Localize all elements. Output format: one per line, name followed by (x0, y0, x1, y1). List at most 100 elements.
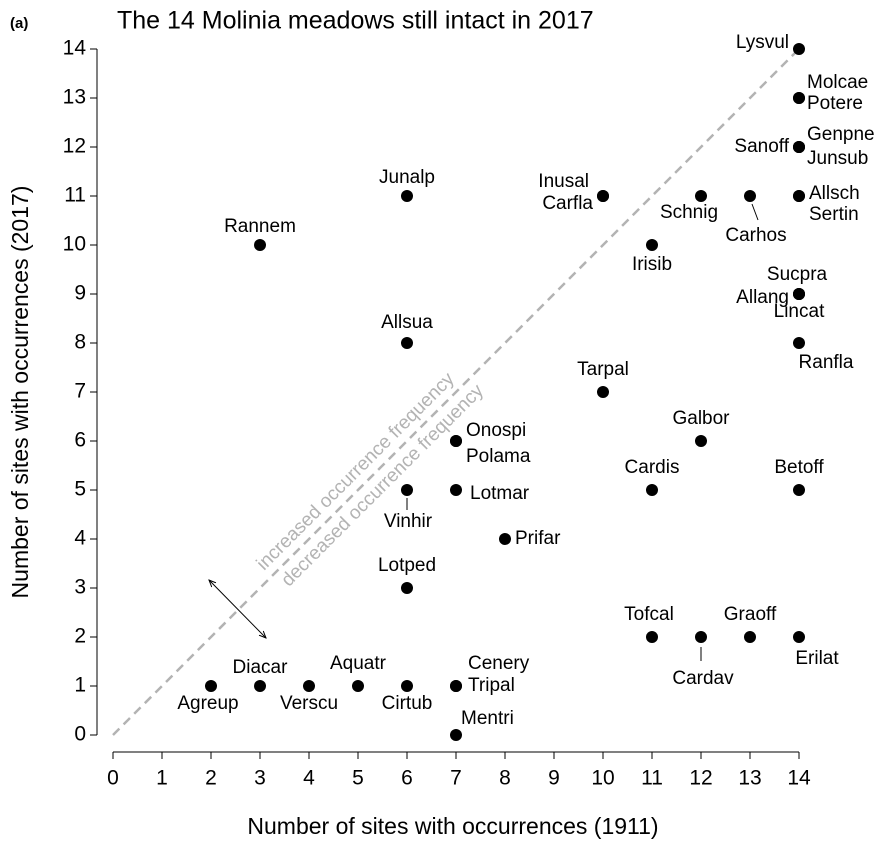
direction-arrow (209, 580, 266, 638)
point-label: Graoff (724, 604, 777, 625)
x-tick-label: 14 (787, 767, 811, 790)
point-label: Betoff (774, 457, 824, 478)
annotation: increased occurrence frequency (253, 368, 459, 574)
point (646, 484, 658, 496)
point (450, 435, 462, 447)
point-label: Rannem (224, 216, 296, 237)
point-label: Cardis (625, 457, 680, 478)
point-label: Cirtub (382, 693, 433, 714)
point-label: Erilat (795, 648, 839, 669)
point (450, 729, 462, 741)
point (352, 680, 364, 692)
point (499, 533, 511, 545)
x-tick-label: 0 (107, 767, 119, 790)
point (597, 190, 609, 202)
point-label: Carfla (542, 193, 593, 214)
point-label: Ranfla (799, 352, 854, 373)
x-axis-label: Number of sites with occurrences (1911) (247, 813, 658, 839)
x-tick-label: 10 (591, 767, 614, 790)
x-tick-label: 4 (303, 767, 315, 790)
point-label: Vinhir (384, 511, 433, 532)
point-label: Schnig (660, 202, 718, 223)
point-label: Cenery (468, 653, 530, 674)
point-label: Aquatr (330, 653, 387, 674)
y-tick-label: 1 (74, 674, 86, 697)
point (205, 680, 217, 692)
point-label: Sertin (809, 204, 859, 225)
x-tick-label: 1 (156, 767, 168, 790)
y-tick-label: 14 (63, 37, 87, 60)
point-label: Junalp (379, 167, 435, 188)
point (793, 631, 805, 643)
y-axis-label: Number of sites with occurrences (2017) (7, 186, 33, 599)
point-label: Lotped (378, 555, 436, 576)
point (254, 239, 266, 251)
point (793, 337, 805, 349)
point (793, 141, 805, 153)
point (401, 484, 413, 496)
x-tick-label: 7 (450, 767, 462, 790)
point (401, 680, 413, 692)
y-tick-label: 0 (74, 723, 86, 746)
point (744, 190, 756, 202)
point-label: Sanoff (734, 136, 789, 157)
point (793, 92, 805, 104)
point-label: Tofcal (624, 604, 674, 625)
point (401, 582, 413, 594)
point (793, 288, 805, 300)
y-tick-label: 11 (64, 184, 86, 207)
point (646, 239, 658, 251)
point-label: Sucpra (767, 264, 828, 285)
point (793, 190, 805, 202)
point-label: Galbor (672, 408, 730, 429)
point-label: Prifar (515, 528, 561, 549)
point (793, 484, 805, 496)
y-tick-label: 3 (74, 576, 86, 599)
point-label: Allang (736, 287, 789, 308)
point (695, 631, 707, 643)
reference-line (112, 48, 800, 736)
y-tick-label: 8 (74, 331, 86, 354)
x-tick-label: 8 (499, 767, 511, 790)
point-label: Agreup (177, 693, 238, 714)
x-tick-label: 11 (641, 767, 663, 790)
point (303, 680, 315, 692)
y-tick-label: 6 (74, 429, 86, 452)
point-label: Carhos (725, 225, 786, 246)
point (254, 680, 266, 692)
point-label: Genpne (807, 124, 875, 145)
point-label: Allsch (809, 183, 860, 204)
x-tick-label: 2 (205, 767, 217, 790)
point-label: Tripal (468, 675, 515, 696)
y-tick-label: 7 (74, 380, 86, 403)
point-label: Cardav (672, 668, 734, 689)
x-tick-label: 9 (548, 767, 560, 790)
x-tick-label: 6 (401, 767, 413, 790)
point-label: Tarpal (577, 359, 629, 380)
point-label: Polama (466, 446, 531, 467)
leader-line (751, 203, 759, 221)
point-label: Junsub (807, 148, 868, 169)
point-label: Irisib (632, 254, 672, 275)
x-tick-label: 3 (254, 767, 266, 790)
point (401, 190, 413, 202)
y-tick-label: 2 (74, 625, 86, 648)
x-tick-label: 12 (689, 767, 712, 790)
point-label: Verscu (280, 693, 338, 714)
point-label: Lotmar (470, 483, 530, 504)
x-tick-label: 13 (738, 767, 761, 790)
point-label: Inusal (538, 171, 589, 192)
point (450, 484, 462, 496)
point-label: Allsua (381, 312, 433, 333)
point (401, 337, 413, 349)
y-tick-label: 12 (63, 135, 86, 158)
point-label: Diacar (233, 657, 289, 678)
point-label: Potere (807, 93, 863, 114)
panel-label: (a) (10, 15, 28, 32)
point (597, 386, 609, 398)
point (695, 435, 707, 447)
point (695, 190, 707, 202)
y-tick-label: 4 (74, 527, 86, 550)
x-tick-label: 5 (352, 767, 364, 790)
point-label: Lysvul (736, 32, 789, 53)
